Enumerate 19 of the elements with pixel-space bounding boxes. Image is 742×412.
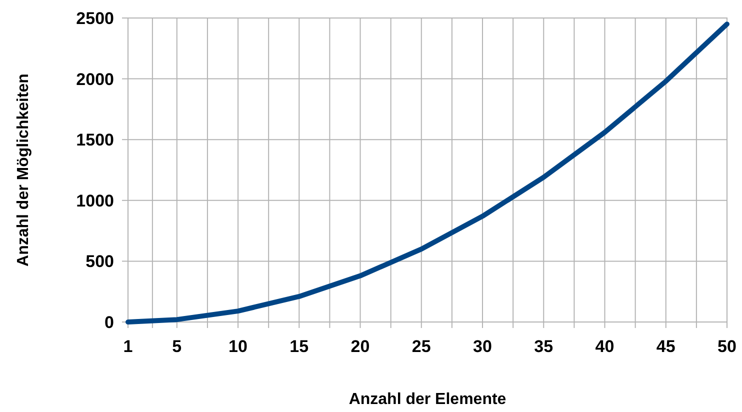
x-tick-label: 1 (123, 337, 133, 356)
x-axis-title: Anzahl der Elemente (348, 391, 506, 408)
x-tick-label: 15 (290, 337, 309, 356)
y-tick-label: 500 (86, 252, 114, 272)
x-tick-label: 25 (412, 337, 431, 356)
x-tick-label: 40 (595, 337, 614, 356)
x-tick-label: 45 (656, 337, 676, 356)
y-tick-label: 2000 (76, 70, 114, 89)
x-tick-label: 30 (473, 337, 492, 356)
x-tick-label: 20 (350, 337, 370, 356)
y-tick-label: 2500 (76, 9, 114, 28)
x-tick-label: 35 (534, 337, 554, 356)
x-tick-label: 5 (172, 337, 182, 356)
y-tick-label: 1500 (76, 130, 114, 150)
y-axis-title: Anzahl der Möglichkeiten (15, 74, 32, 266)
y-tick-label: 1000 (76, 191, 114, 210)
y-tick-label: 0 (104, 313, 114, 332)
x-tick-label: 10 (228, 337, 248, 356)
x-tick-label: 50 (718, 337, 736, 356)
